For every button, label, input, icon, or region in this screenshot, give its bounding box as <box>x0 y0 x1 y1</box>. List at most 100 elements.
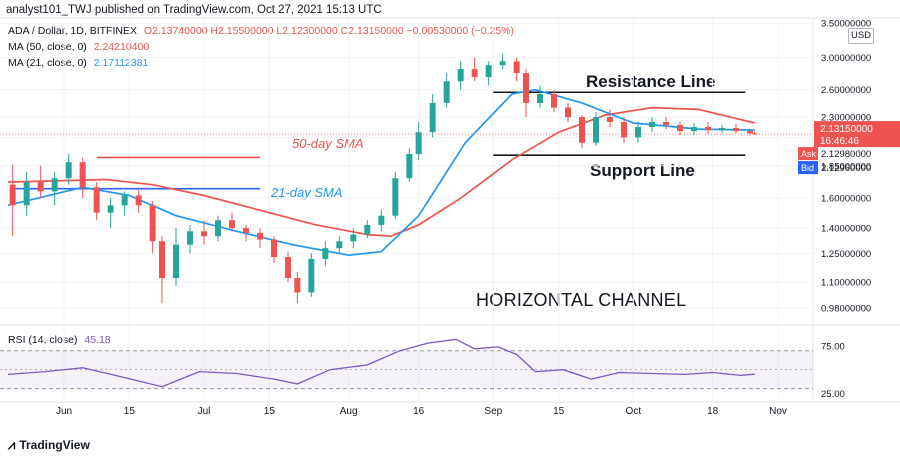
candle-body <box>457 69 464 82</box>
currency-button[interactable]: USD <box>848 28 874 44</box>
grid-lines <box>0 17 900 403</box>
candle-body <box>201 231 207 237</box>
time-tick-label: 15 <box>124 406 136 417</box>
price-tick-label: 0.98000000 <box>821 303 871 314</box>
candle-body <box>406 153 413 179</box>
rsi-tick-label: 25.00 <box>821 389 845 400</box>
time-tick-label: 15 <box>553 406 565 417</box>
rsi-legend[interactable]: RSI (14, close) 45.18 <box>8 334 111 346</box>
candle-body <box>308 258 315 293</box>
rsi-value: 45.18 <box>84 334 111 346</box>
price-tick-label: 3.50000000 <box>821 19 871 30</box>
candle-body <box>677 124 683 132</box>
candle-body <box>733 128 739 132</box>
time-tick-label: Jul <box>198 406 211 417</box>
candle-body <box>607 117 613 122</box>
candle-body <box>415 132 422 154</box>
candle-body <box>691 127 697 132</box>
candle-body <box>173 244 179 279</box>
candle-body <box>336 241 343 249</box>
ma50-label: MA (50, close, 0) <box>8 41 87 53</box>
candle-body <box>79 162 86 188</box>
candle-body <box>23 182 30 206</box>
candle-body <box>705 127 711 131</box>
candle-body <box>485 65 492 78</box>
candle-body <box>215 220 221 237</box>
ma50-line <box>7 106 755 238</box>
candle-body <box>159 241 165 279</box>
candle-body <box>285 257 291 279</box>
candle-body <box>635 127 641 138</box>
countdown-value: 16:46:46 <box>820 136 859 147</box>
ask-label-tag <box>798 147 818 161</box>
ma50-legend[interactable]: MA (50, close, 0) 2.24210400 <box>8 41 149 53</box>
candle-body <box>121 195 128 206</box>
candle-body <box>107 205 114 213</box>
time-tick-label: 15 <box>264 406 276 417</box>
ohlc-values: O2.13740000 H2.15500000 L2.12300000 C2.1… <box>143 25 515 37</box>
candle-body <box>51 178 58 192</box>
candle-body <box>294 278 301 293</box>
candle-body <box>364 224 371 235</box>
bid-label-tag <box>798 161 818 175</box>
rsi-tick-label: 75.00 <box>821 341 845 352</box>
candle-body <box>392 178 399 216</box>
candle-body <box>243 228 249 233</box>
ma21-label: MA (21, close, 0) <box>8 57 87 69</box>
candle-body <box>229 220 235 229</box>
time-tick-label: Nov <box>769 406 787 417</box>
candle-body <box>579 117 585 143</box>
time-tick-label: Sep <box>484 406 502 417</box>
candle-body <box>513 61 520 74</box>
publish-info: analyst101_TWJ published on TradingView.… <box>6 4 382 16</box>
candle-body <box>621 121 627 138</box>
price-tick-label: 2.60000000 <box>821 85 871 96</box>
last-price-value: 2.13150000 <box>820 124 873 135</box>
price-tick-label: 2.30000000 <box>821 113 871 124</box>
candle-body <box>93 187 100 213</box>
bid-label: Bid <box>801 163 814 173</box>
candle-body <box>9 184 16 206</box>
ma50-value: 2.24210400 <box>93 41 150 53</box>
candle-body <box>443 81 450 103</box>
candle-body <box>751 133 758 135</box>
drawing-lines <box>12 91 746 190</box>
ask-label: Ask <box>801 149 817 159</box>
symbol-label[interactable]: ADA / Dollar, 1D, BITFINEX <box>8 25 137 37</box>
candle-body <box>350 234 357 242</box>
candle-body <box>649 121 655 128</box>
candle-body <box>537 93 543 103</box>
candles <box>9 53 758 304</box>
time-tick-label: Aug <box>340 406 358 417</box>
brand-label: TradingView <box>19 438 90 452</box>
rsi-pane <box>0 338 813 390</box>
candle-body <box>747 131 753 134</box>
ma21-legend[interactable]: MA (21, close, 0) 2.17112381 <box>8 57 148 69</box>
candle-body <box>663 121 669 125</box>
ma21-value: 2.17112381 <box>93 57 149 69</box>
price-tick-label: 1.25000000 <box>821 249 871 260</box>
rsi-line <box>7 338 755 388</box>
price-tick-label: 1.40000000 <box>821 224 871 235</box>
symbol-legend: ADA / Dollar, 1D, BITFINEX O2.13740000 H… <box>8 25 514 37</box>
candle-body <box>593 117 599 143</box>
candle-body <box>551 93 557 108</box>
sma21-label: 21-day SMA <box>271 185 343 200</box>
ask-value: 2.12980000 <box>821 149 871 160</box>
time-tick-label: 16 <box>413 406 425 417</box>
candle-body <box>719 128 725 131</box>
time-tick-label: Jun <box>56 406 72 417</box>
candle-body <box>565 107 571 118</box>
price-tick-label: 1.60000000 <box>821 194 871 205</box>
candle-body <box>499 61 506 66</box>
candle-body <box>187 231 193 245</box>
price-tick-label: 3.00000000 <box>821 53 871 64</box>
price-tick-label: 1.10000000 <box>821 278 871 289</box>
candle-body <box>322 248 329 259</box>
rsi-label: RSI (14, close) <box>8 334 78 346</box>
last-price-tag <box>814 121 900 148</box>
tradingview-brand[interactable]: ⩘ TradingView <box>8 437 90 453</box>
candle-body <box>523 73 529 103</box>
